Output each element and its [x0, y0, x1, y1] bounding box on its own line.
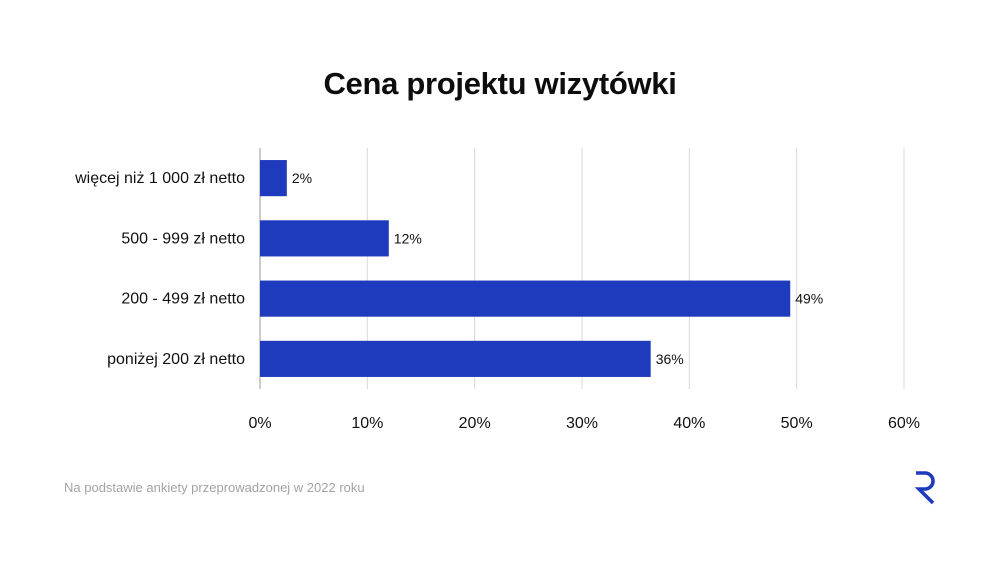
chart-title: Cena projektu wizytówki: [323, 66, 677, 101]
category-label: 500 - 999 zł netto: [121, 230, 245, 247]
x-tick-label: 20%: [459, 415, 491, 432]
x-tick-label: 40%: [673, 415, 705, 432]
x-tick-label: 0%: [248, 415, 271, 432]
x-tick-label: 60%: [888, 415, 920, 432]
data-label: 36%: [656, 351, 684, 367]
category-label: 200 - 499 zł netto: [121, 291, 245, 308]
data-label: 12%: [394, 230, 422, 246]
bar: [260, 160, 287, 197]
bar: [260, 340, 651, 377]
data-label: 2%: [292, 170, 312, 186]
x-tick-label: 50%: [781, 415, 813, 432]
x-tick-label: 30%: [566, 415, 598, 432]
bar: [260, 280, 791, 317]
bar: [260, 220, 389, 257]
data-label: 49%: [795, 291, 823, 307]
x-tick-label: 10%: [351, 415, 383, 432]
category-label: poniżej 200 zł netto: [107, 351, 245, 368]
category-label: więcej niż 1 000 zł netto: [74, 170, 245, 187]
footnote: Na podstawie ankiety przeprowadzonej w 2…: [64, 480, 365, 495]
r-logo-icon: [914, 471, 935, 505]
